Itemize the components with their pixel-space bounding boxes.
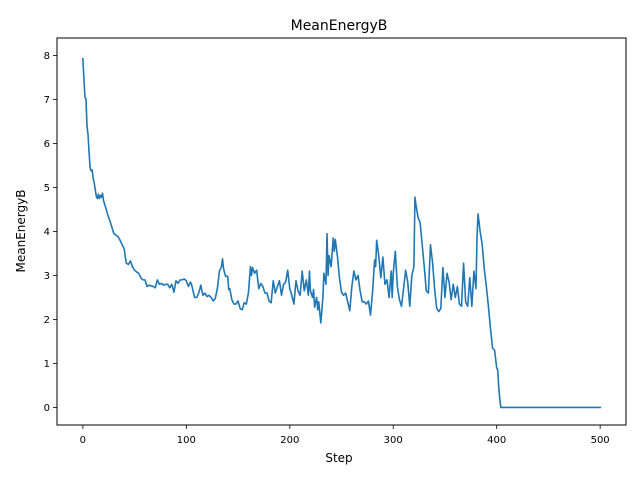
- axes-frame: [56, 37, 627, 426]
- y-tick-label: 4: [44, 227, 50, 238]
- x-tick-label: 300: [384, 435, 403, 446]
- y-tick-label: 8: [44, 51, 50, 62]
- series-line: [82, 57, 601, 409]
- y-axis-label: MeanEnergyB: [14, 190, 28, 273]
- x-tick-label: 200: [280, 435, 299, 446]
- y-tick-label: 2: [44, 315, 50, 326]
- y-tick-label: 5: [44, 183, 50, 194]
- y-tick-label: 1: [44, 359, 50, 370]
- y-tick-label: 0: [44, 403, 50, 414]
- x-tick-label: 500: [591, 435, 610, 446]
- x-axis: 0 100 200 300 400 500: [80, 425, 610, 446]
- x-tick-label: 0: [80, 435, 86, 446]
- y-tick-label: 3: [44, 271, 50, 282]
- y-tick-label: 6: [44, 139, 50, 150]
- plot-area: [82, 57, 601, 409]
- y-axis: 0 1 2 3 4 5 6 7 8: [44, 51, 57, 414]
- chart-title: MeanEnergyB: [291, 18, 388, 34]
- y-tick-label: 7: [44, 95, 50, 106]
- x-tick-label: 400: [487, 435, 506, 446]
- x-axis-label: Step: [325, 451, 352, 465]
- x-tick-label: 100: [177, 435, 196, 446]
